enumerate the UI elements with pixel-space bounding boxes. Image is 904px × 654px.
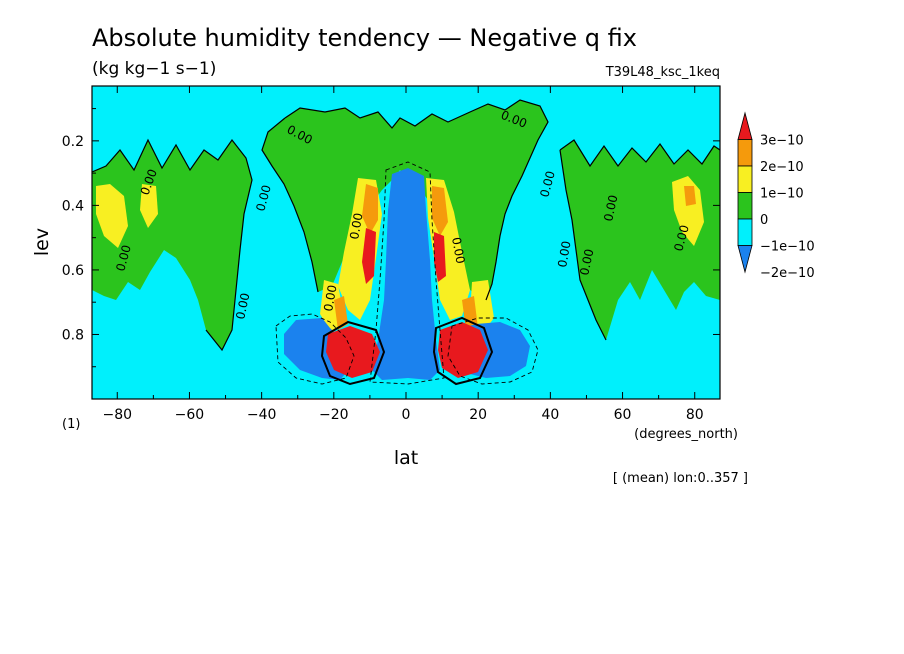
- contour-label: 0.00: [449, 236, 467, 265]
- x-units-label: (degrees_north): [634, 427, 738, 442]
- contour-label: 0.00: [233, 292, 252, 321]
- y-tick-label: 0.8: [62, 327, 84, 343]
- zero-contour-plume-left: [261, 117, 319, 293]
- y-units-label: (1): [62, 417, 80, 432]
- contour-fill-orange-3: [684, 186, 696, 206]
- x-tick-label: 40: [541, 407, 559, 423]
- x-tick-label: 20: [469, 407, 487, 423]
- x-axis-label: lat: [394, 447, 418, 469]
- colorbar-label: 2e−10: [760, 160, 804, 175]
- y-tick-label: 0.4: [62, 198, 84, 214]
- contour-fill-yellow-3: [672, 176, 704, 246]
- y-tick-label: 0.2: [62, 134, 84, 150]
- y-axis-label: lev: [31, 228, 53, 256]
- contour-fill-orange-4: [334, 296, 348, 330]
- contour-label: 0.00: [113, 243, 133, 272]
- x-tick-label: −80: [102, 407, 132, 423]
- averaging-note: [ (mean) lon:0..357 ]: [613, 471, 748, 486]
- colorbar-swatch: [737, 192, 753, 220]
- colorbar-swatch: [737, 139, 753, 167]
- contour-label: 0.00: [671, 223, 691, 252]
- colorbar-swatch: [737, 218, 753, 246]
- contour-fill-green-north-band: [262, 100, 548, 300]
- colorbar-top-arrow: [737, 111, 753, 140]
- chart-title: Absolute humidity tendency — Negative q …: [92, 24, 637, 52]
- x-tick-label: 80: [686, 407, 704, 423]
- zero-contour-south-right: [559, 139, 720, 168]
- colorbar-label: 3e−10: [760, 134, 804, 149]
- contour-label: 0.00: [347, 212, 365, 241]
- contour-label: 0.00: [537, 169, 557, 198]
- plot-area: 0.00 0.00 0.00 0.00 0.00 0.00 0.00 0.00 …: [92, 86, 720, 399]
- negative-contour-column: [369, 161, 445, 385]
- x-tick-label: −40: [247, 407, 277, 423]
- contour-label: 0.00: [555, 240, 573, 269]
- y-axis: 0.2 0.4 0.6 0.8: [62, 108, 720, 400]
- x-axis: −80 −60 −40 −20 0 20 40 60 80: [102, 86, 704, 423]
- colorbar-swatch: [737, 165, 753, 193]
- contour-fill-orange-2: [432, 186, 448, 236]
- colorbar: 3e−10 2e−10 1e−10 0 −1e−10 −2e−10: [737, 111, 815, 281]
- y-tick-label: 0.6: [62, 263, 84, 279]
- negative-contour-right: [447, 317, 539, 385]
- colorbar-label: 0: [760, 213, 768, 228]
- contour-label: 0.00: [601, 194, 620, 223]
- contour-fills: [92, 100, 720, 380]
- contour-fill-red-3: [362, 228, 376, 284]
- zero-contour-south-right-lower: [559, 149, 607, 341]
- units-label: (kg kg−1 s−1): [92, 59, 216, 79]
- zero-contour-south-left: [92, 138, 253, 352]
- contour-label: 0.00: [321, 284, 339, 313]
- colorbar-label: −2e−10: [760, 266, 815, 281]
- x-tick-label: −60: [175, 407, 205, 423]
- contour-fill-red-4: [434, 232, 446, 282]
- negative-contour-left: [275, 313, 355, 385]
- positive-contour-left-core: [320, 320, 386, 386]
- contour-fill-yellow-2: [140, 184, 158, 228]
- x-tick-label: 60: [614, 407, 632, 423]
- contour-fill-yellow-1: [96, 184, 128, 248]
- zero-contour-north: [284, 99, 549, 301]
- contour-lines: [92, 99, 720, 386]
- contour-fill-red-1: [326, 326, 380, 378]
- run-label: T39L48_ksc_1keq: [605, 65, 720, 80]
- contour-fill-blue-column: [372, 168, 440, 380]
- contour-label: 0.00: [253, 183, 273, 212]
- x-tick-label: 0: [402, 407, 411, 423]
- contour-fill-red-2: [438, 322, 488, 378]
- contour-fill-orange-1: [362, 184, 378, 234]
- positive-contour-right-core: [432, 316, 494, 386]
- contour-label: 0.00: [577, 248, 596, 277]
- x-tick-label: −20: [319, 407, 349, 423]
- contour-fill-green-south-left: [92, 140, 252, 350]
- colorbar-label: 1e−10: [760, 187, 804, 202]
- colorbar-bottom-arrow: [737, 245, 753, 274]
- colorbar-label: −1e−10: [760, 240, 815, 255]
